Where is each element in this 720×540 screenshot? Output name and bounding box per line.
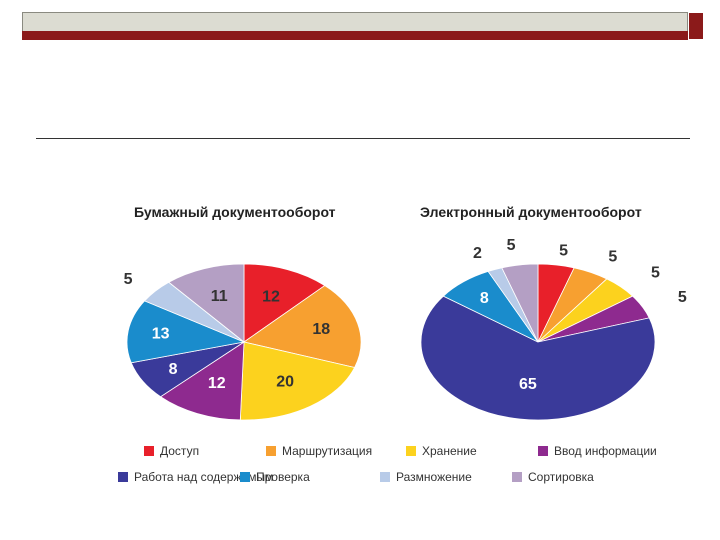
legend-item: Размножение	[380, 470, 472, 484]
legend: Доступ Маршрутизация Хранение Ввод информац…	[118, 444, 678, 494]
pie-label-0-3: 12	[208, 375, 226, 392]
legend-swatch	[240, 472, 250, 482]
pie-slice-0-5	[126, 300, 246, 364]
pie-label-1-5: 8	[480, 290, 489, 307]
divider-line	[36, 138, 690, 139]
pie-label-0-0: 12	[262, 289, 280, 306]
pie-label-0-4: 8	[169, 361, 178, 378]
legend-item: Сортировка	[512, 470, 594, 484]
legend-item: Ввод информации	[538, 444, 657, 458]
legend-item: Маршрутизация	[266, 444, 372, 458]
pie-slice-1-4	[420, 295, 656, 421]
legend-swatch	[118, 472, 128, 482]
legend-swatch	[266, 446, 276, 456]
legend-label: Доступ	[160, 444, 200, 458]
legend-item: Проверка	[240, 470, 310, 484]
pie-label-1-4: 65	[519, 376, 537, 393]
legend-label: Работа над содержимым	[134, 470, 274, 484]
pie-label-1-3: 5	[678, 289, 687, 306]
pie-label-1-6: 2	[473, 245, 482, 262]
pie-label-0-6: 5	[124, 271, 133, 288]
pie-slice-0-2	[239, 341, 356, 421]
pie-slice-1-7	[501, 263, 539, 343]
legend-label: Ввод информации	[554, 444, 657, 458]
pie-label-0-1: 18	[312, 321, 330, 338]
legend-item: Доступ	[144, 444, 199, 458]
legend-item: Работа над содержимым	[118, 470, 273, 484]
legend-label: Маршрутизация	[282, 444, 373, 458]
legend-label: Проверка	[256, 470, 310, 484]
pie-slice-0-7	[168, 263, 245, 343]
pie-slice-0-0	[243, 263, 326, 343]
pie-slice-0-1	[243, 285, 362, 368]
chart-title-electronic: Электронный документооборот	[420, 204, 642, 220]
chart-title-paper: Бумажный документооборот	[134, 204, 336, 220]
pie-label-0-5: 13	[152, 326, 170, 343]
legend-swatch	[144, 446, 154, 456]
legend-swatch	[380, 472, 390, 482]
pie-paper: 12 18 20 12 8 13 5 11	[124, 263, 362, 421]
pie-label-0-2: 20	[276, 373, 294, 390]
pie-electronic: 5 5 5 5 65 8 2 5	[420, 237, 687, 421]
pie-label-1-1: 5	[608, 249, 617, 266]
legend-swatch	[538, 446, 548, 456]
legend-item: Хранение	[406, 444, 477, 458]
slide-header-accent	[22, 31, 704, 40]
slide-header-square	[688, 12, 704, 40]
legend-label: Сортировка	[528, 470, 594, 484]
legend-label: Хранение	[422, 444, 477, 458]
legend-label: Размножение	[396, 470, 472, 484]
pie-label-1-2: 5	[651, 265, 660, 282]
pie-label-1-7: 5	[507, 237, 516, 254]
legend-swatch	[406, 446, 416, 456]
pie-slice-0-3	[159, 341, 245, 421]
pie-label-1-0: 5	[559, 243, 568, 260]
pie-label-0-7: 11	[211, 288, 228, 305]
legend-swatch	[512, 472, 522, 482]
